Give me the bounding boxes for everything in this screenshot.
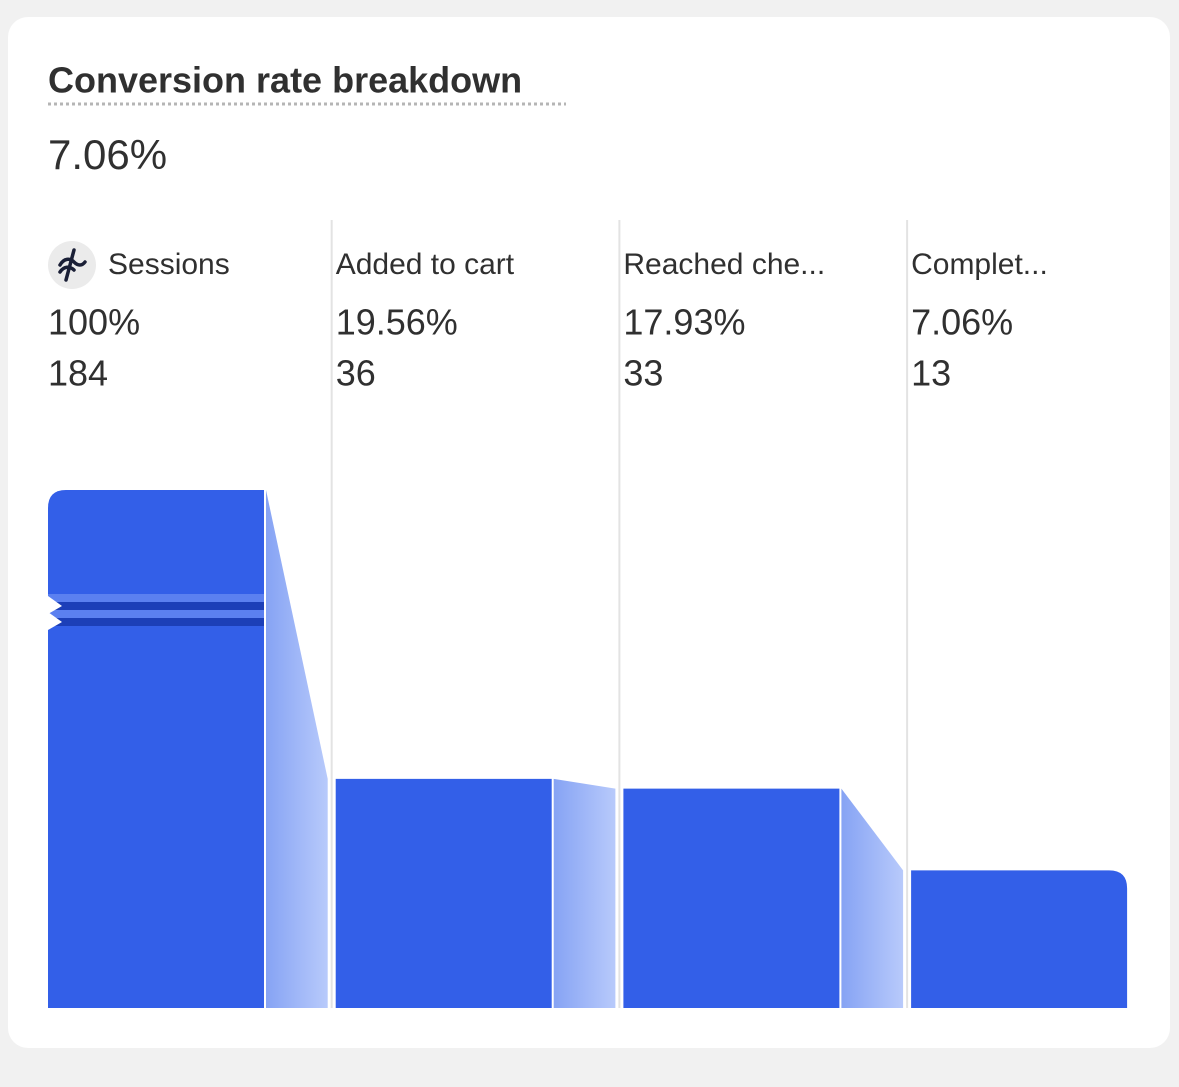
bar [911,870,1128,1008]
bar [623,788,840,1008]
sessions-icon [48,241,96,289]
break-notch [48,596,62,630]
category-label: Complet... [911,248,1048,281]
bar [335,778,552,1008]
count-label: 13 [911,353,951,394]
category-label: Reached che... [623,248,825,281]
bar [48,490,264,1008]
connector [841,788,904,1008]
count-label: 36 [336,353,376,394]
category-label: Added to cart [336,248,515,281]
rate-label: 17.93% [623,302,745,343]
break-line [48,618,264,626]
break-line [48,602,264,610]
rate-label: 7.06% [911,302,1013,343]
rate-label: 100% [48,302,140,343]
chart-title[interactable]: Conversion rate breakdown [48,60,522,101]
category-label: Sessions [108,248,230,281]
count-label: 184 [48,353,108,394]
connector [266,490,328,1008]
summary-value: 7.06% [48,131,167,178]
count-label: 33 [623,353,663,394]
rate-label: 19.56% [336,302,458,343]
connector [553,778,616,1008]
